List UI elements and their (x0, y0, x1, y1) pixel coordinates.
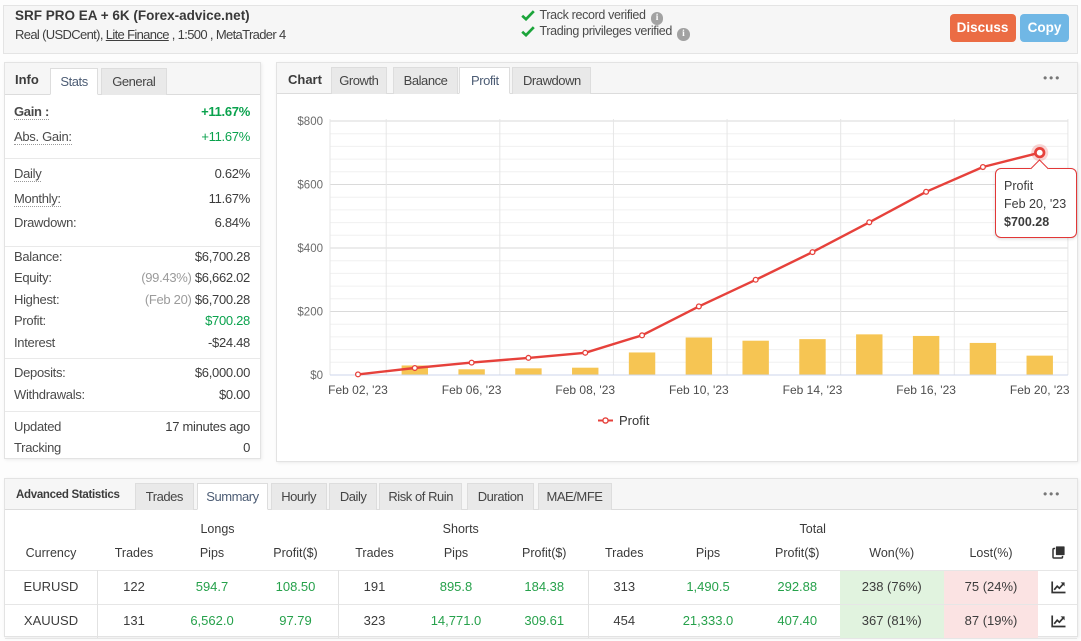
svg-text:$400: $400 (297, 243, 323, 255)
svg-text:Feb 14, '23: Feb 14, '23 (783, 383, 843, 397)
svg-text:$600: $600 (297, 180, 323, 192)
svg-text:Feb 10, '23: Feb 10, '23 (669, 383, 729, 397)
svg-text:Feb 20, '23: Feb 20, '23 (1010, 383, 1070, 397)
svg-text:Feb 06, '23: Feb 06, '23 (442, 383, 502, 397)
svg-text:$0: $0 (310, 370, 323, 382)
svg-text:$200: $200 (297, 307, 323, 319)
svg-text:Feb 02, '23: Feb 02, '23 (328, 383, 388, 397)
svg-text:Feb 08, '23: Feb 08, '23 (555, 383, 615, 397)
svg-text:Feb 16, '23: Feb 16, '23 (896, 383, 956, 397)
svg-text:Profit: Profit (619, 413, 650, 428)
svg-text:$800: $800 (297, 116, 323, 128)
